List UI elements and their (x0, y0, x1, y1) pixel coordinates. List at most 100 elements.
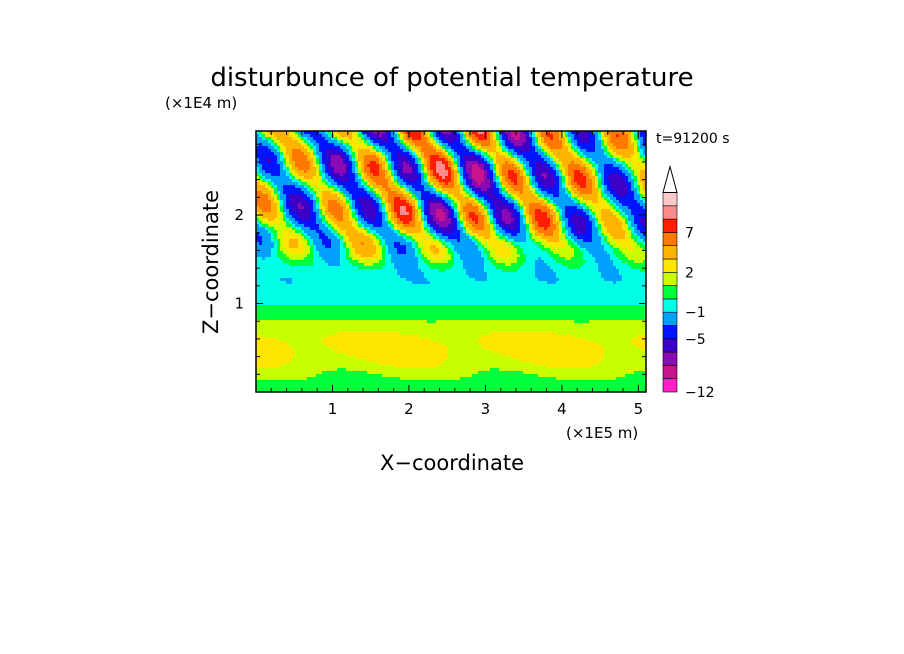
contour-cell (364, 164, 368, 168)
contour-cell (613, 194, 617, 198)
contour-cell (448, 230, 452, 234)
contour-cell (448, 161, 452, 165)
contour-cell (427, 161, 431, 165)
contour-cell (628, 137, 632, 141)
contour-cell (466, 203, 470, 207)
contour-cell (313, 161, 317, 165)
contour-cell (304, 239, 308, 243)
contour-cell (328, 212, 332, 216)
contour-cell (436, 158, 440, 162)
contour-cell (283, 206, 287, 210)
contour-cell (334, 182, 338, 186)
contour-cell (412, 191, 416, 195)
contour-cell (580, 206, 584, 210)
contour-cell (316, 188, 320, 192)
contour-cell (610, 137, 614, 141)
contour-cell (286, 182, 290, 186)
contour-cell (277, 194, 281, 198)
contour-cell (337, 161, 341, 165)
contour-cell (571, 149, 575, 153)
contour-cell (349, 245, 353, 249)
contour-cell (505, 176, 509, 180)
contour-cell (382, 215, 386, 219)
contour-cell (379, 191, 383, 195)
contour-cell (376, 230, 380, 234)
contour-cell (280, 215, 284, 219)
contour-cell (529, 179, 533, 183)
contour-cell (277, 158, 281, 162)
contour-cell (310, 173, 314, 177)
contour-cell (517, 203, 521, 207)
contour-cell (418, 191, 422, 195)
contour-cell (586, 176, 590, 180)
contour-cell (565, 197, 569, 201)
contour-cell (640, 152, 644, 156)
contour-cell (541, 149, 545, 153)
contour-cell (448, 200, 452, 204)
contour-cell (463, 185, 467, 189)
contour-cell (403, 236, 407, 240)
contour-cell (601, 188, 605, 192)
contour-cell (421, 164, 425, 168)
contour-cell (610, 221, 614, 225)
contour-cell (643, 227, 646, 231)
contour-cell (334, 218, 338, 222)
contour-cell (349, 191, 353, 195)
contour-cell (406, 230, 410, 234)
contour-cell (550, 197, 554, 201)
contour-cell (370, 185, 374, 189)
contour-cell (592, 221, 596, 225)
contour-cell (325, 140, 329, 144)
contour-cell (517, 215, 521, 219)
contour-cell (364, 197, 368, 201)
contour-cell (451, 134, 455, 138)
contour-cell (553, 212, 557, 216)
contour-cell (550, 131, 554, 135)
contour-cell (499, 179, 503, 183)
contour-cell (544, 185, 548, 189)
contour-cell (604, 230, 608, 234)
contour-cell (454, 149, 458, 153)
contour-cell (400, 131, 404, 135)
contour-cell (490, 239, 494, 243)
contour-cell (349, 197, 353, 201)
contour-cell (622, 230, 626, 234)
contour-cell (289, 137, 293, 141)
contour-cell (475, 167, 479, 171)
contour-cell (313, 239, 317, 243)
contour-cell (394, 245, 398, 249)
contour-cell (484, 140, 488, 144)
contour-cell (259, 131, 263, 135)
contour-cell (595, 143, 599, 147)
contour-cell (523, 242, 527, 246)
contour-cell (334, 197, 338, 201)
contour-cell (460, 179, 464, 183)
contour-cell (532, 146, 536, 150)
contour-cell (289, 176, 293, 180)
contour-cell (415, 158, 419, 162)
contour-cell (316, 155, 320, 159)
contour-cell (505, 143, 509, 147)
contour-cell (265, 203, 269, 207)
contour-cell (439, 203, 443, 207)
contour-cell (400, 167, 404, 171)
contour-cell (346, 209, 350, 213)
contour-cell (562, 233, 566, 237)
contour-cell (571, 152, 575, 156)
contour-cell (586, 161, 590, 165)
contour-cell (409, 146, 413, 150)
contour-cell (622, 227, 626, 231)
contour-cell (448, 215, 452, 219)
contour-cell (310, 164, 314, 168)
contour-cell (553, 194, 557, 198)
contour-cell (619, 188, 623, 192)
contour-cell (628, 242, 632, 246)
contour-cell (367, 161, 371, 165)
contour-cell (466, 224, 470, 228)
contour-cell (496, 218, 500, 222)
contour-cell (505, 239, 509, 243)
contour-cell (265, 215, 269, 219)
contour-cell (514, 209, 518, 213)
contour-cell (340, 131, 344, 135)
contour-cell (418, 137, 422, 141)
